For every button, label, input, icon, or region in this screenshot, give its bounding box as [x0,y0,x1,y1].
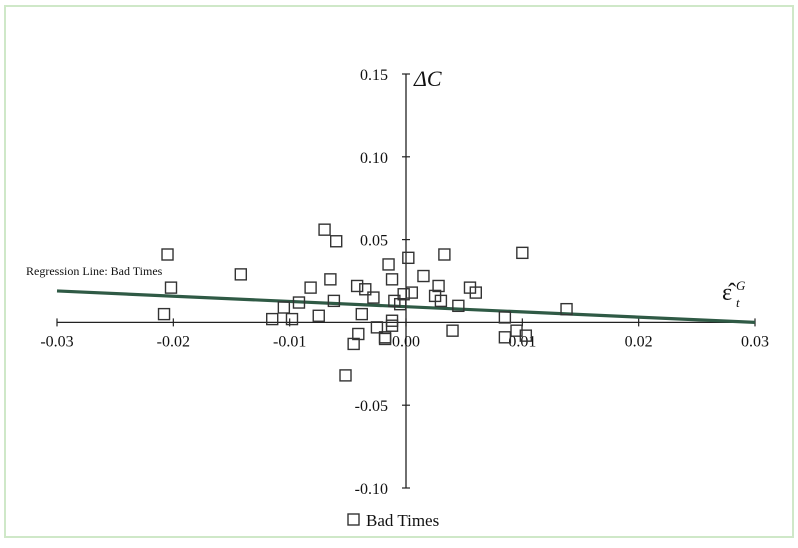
data-point [385,273,399,286]
data-point [446,324,459,337]
x-tick-label: -0.01 [273,333,306,350]
data-point [352,327,365,341]
y-tick-label: 0.15 [360,67,388,84]
x-tick-label: 0.01 [508,333,536,350]
y-tick-label: -0.05 [355,398,388,415]
y-tick-label: 0.05 [360,233,388,250]
data-point [432,279,445,293]
data-point [277,301,291,314]
data-point [359,283,372,296]
data-point [318,223,331,236]
y-axis-label: ΔC [413,66,442,91]
data-point [234,268,248,281]
data-point [350,279,364,293]
data-point [367,291,380,304]
data-point [498,331,512,344]
y-tick-label: 0.10 [360,150,388,167]
legend-marker-bad-times [347,513,360,526]
legend-label-bad-times: Bad Times [366,511,439,530]
regression-annotation: Regression Line: Bad Times [26,264,163,278]
x-axis-label-superscript: G [736,278,746,293]
data-point [385,314,399,327]
data-point [378,332,392,346]
data-point [164,281,178,294]
data-point [516,246,529,260]
data-point [519,329,533,342]
x-tick-label: 0.00 [392,333,420,350]
x-tick-label: -0.02 [157,333,190,350]
chart-border [4,5,794,538]
data-point [405,286,419,299]
data-point [560,302,573,316]
data-point [327,294,341,308]
data-point [312,309,325,322]
data-point [324,273,337,286]
data-point [370,321,384,334]
data-point [339,369,352,382]
data-point [438,248,451,261]
data-point [266,312,279,326]
y-tick-label: -0.10 [355,481,388,498]
data-point [347,337,360,351]
x-tick-label: 0.03 [741,333,769,350]
legend: Bad Times [347,511,439,530]
data-points [157,223,573,382]
data-point [382,258,395,271]
data-point [452,299,465,313]
data-point [157,307,171,321]
data-point [402,251,415,265]
data-point [417,269,430,283]
data-point [285,312,299,326]
data-point [330,235,343,248]
data-point [498,311,512,324]
data-point [469,286,482,299]
data-point [393,297,407,311]
x-axis-label-subscript: t [736,295,740,310]
data-point [355,307,368,321]
data-point [292,296,306,309]
x-tick-label: -0.03 [40,333,73,350]
data-point [397,288,410,301]
data-point [304,281,317,294]
data-point [434,294,448,308]
data-point [161,248,174,261]
x-tick-label: 0.02 [625,333,653,350]
